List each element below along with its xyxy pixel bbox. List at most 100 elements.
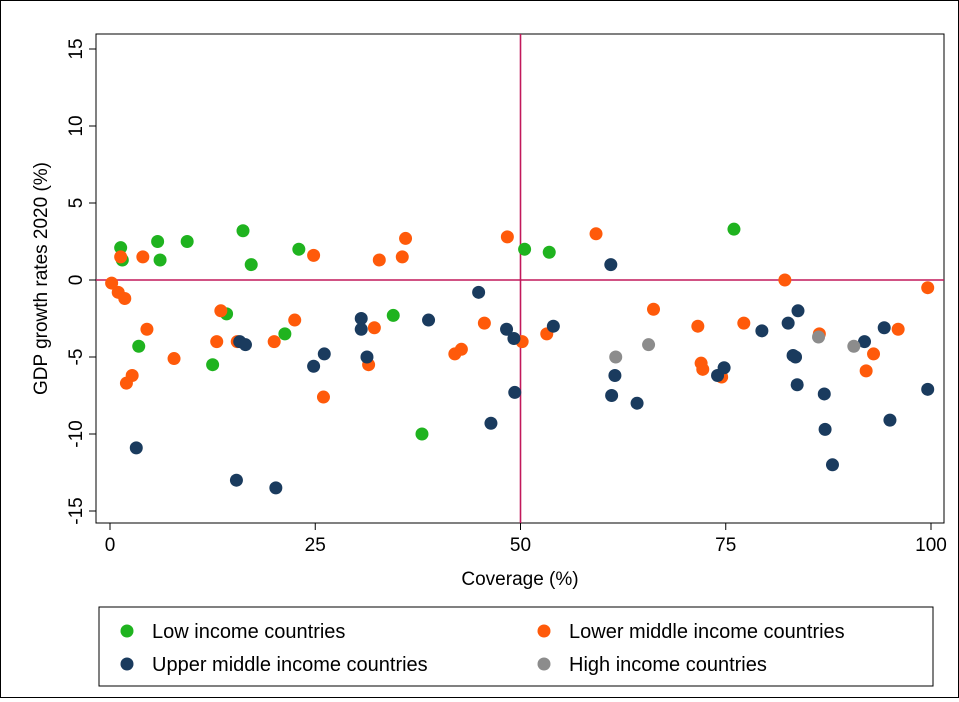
legend-marker-low-income-countries [120,624,134,638]
point-upper-middle-income-countries [883,413,897,427]
point-lower-middle-income-countries [395,250,409,264]
point-upper-middle-income-countries [422,313,436,327]
point-upper-middle-income-countries [269,481,283,495]
point-lower-middle-income-countries [589,227,603,241]
legend [98,606,934,687]
point-upper-middle-income-countries [818,422,832,436]
point-upper-middle-income-countries [781,316,795,330]
legend-marker-lower-middle-income-countries [537,624,551,638]
point-lower-middle-income-countries [477,316,491,330]
point-upper-middle-income-countries [789,350,803,364]
point-upper-middle-income-countries [307,359,321,373]
point-high-income-countries [642,338,656,352]
point-lower-middle-income-countries [367,321,381,335]
point-upper-middle-income-countries [825,458,839,472]
point-lower-middle-income-countries [399,231,413,245]
point-upper-middle-income-countries [630,396,644,410]
point-upper-middle-income-countries [790,378,804,392]
legend-marker-upper-middle-income-countries [120,657,134,671]
y-tick-label: -5 [66,349,87,366]
point-lower-middle-income-countries [307,248,321,262]
point-lower-middle-income-countries [210,335,224,349]
point-lower-middle-income-countries [500,230,514,244]
point-low-income-countries [542,245,556,259]
point-upper-middle-income-countries [717,361,731,375]
point-lower-middle-income-countries [288,313,302,327]
point-low-income-countries [236,224,250,238]
point-upper-middle-income-countries [604,258,618,272]
point-upper-middle-income-countries [546,319,560,333]
point-low-income-countries [132,339,146,353]
x-tick-label: 100 [915,535,947,556]
point-high-income-countries [847,339,861,353]
point-lower-middle-income-countries [778,273,792,287]
legend-label: Upper middle income countries [152,654,428,676]
legend-label: Low income countries [152,621,345,643]
point-low-income-countries [292,242,306,256]
point-upper-middle-income-countries [238,338,252,352]
point-upper-middle-income-countries [317,347,331,361]
y-tick-label: 5 [66,198,87,209]
point-upper-middle-income-countries [472,285,486,299]
point-lower-middle-income-countries [696,362,710,376]
x-tick-label: 0 [105,535,116,556]
y-tick-label: 15 [66,38,87,59]
point-low-income-countries [114,241,128,255]
point-upper-middle-income-countries [791,304,805,318]
point-lower-middle-income-countries [125,368,139,382]
x-axis-label: Coverage (%) [461,569,578,590]
point-lower-middle-income-countries [867,347,881,361]
point-low-income-countries [180,235,194,248]
point-low-income-countries [153,253,167,267]
legend-label: Lower middle income countries [569,621,845,643]
point-upper-middle-income-countries [507,332,521,346]
point-lower-middle-income-countries [454,342,468,356]
point-upper-middle-income-countries [360,350,374,364]
point-low-income-countries [206,358,220,372]
point-lower-middle-income-countries [859,364,873,378]
point-upper-middle-income-countries [129,441,143,455]
point-high-income-countries [609,350,623,364]
point-upper-middle-income-countries [921,382,935,396]
point-lower-middle-income-countries [316,390,330,404]
point-lower-middle-income-countries [214,304,228,318]
point-lower-middle-income-countries [372,253,386,267]
point-upper-middle-income-countries [857,335,871,349]
point-upper-middle-income-countries [817,387,831,401]
point-upper-middle-income-countries [877,321,891,335]
legend-label: High income countries [569,654,767,676]
point-low-income-countries [518,242,532,256]
point-low-income-countries [415,427,429,441]
point-lower-middle-income-countries [136,250,150,264]
point-upper-middle-income-countries [484,416,498,430]
point-lower-middle-income-countries [114,250,128,264]
point-upper-middle-income-countries [354,312,368,325]
point-upper-middle-income-countries [229,473,243,487]
point-low-income-countries [727,222,741,236]
point-upper-middle-income-countries [508,385,522,399]
legend-marker-high-income-countries [537,657,551,671]
point-lower-middle-income-countries [921,281,935,295]
x-tick-label: 50 [510,535,531,556]
y-tick-label: 0 [66,275,87,286]
point-lower-middle-income-countries [118,291,132,305]
point-lower-middle-income-countries [267,335,281,349]
y-tick-label: 10 [66,115,87,136]
point-low-income-countries [244,258,258,272]
point-upper-middle-income-countries [608,368,622,382]
point-upper-middle-income-countries [605,389,619,402]
point-lower-middle-income-countries [105,276,119,290]
point-lower-middle-income-countries [140,322,154,336]
point-low-income-countries [151,235,165,248]
point-upper-middle-income-countries [354,322,368,336]
x-tick-label: 75 [715,535,736,556]
point-high-income-countries [812,330,826,344]
point-lower-middle-income-countries [891,322,905,336]
x-tick-label: 25 [305,535,326,556]
y-axis-label: GDP growth rates 2020 (%) [31,162,52,395]
y-tick-label: -15 [66,497,87,524]
y-tick-label: -10 [66,420,87,447]
point-upper-middle-income-countries [500,322,514,336]
